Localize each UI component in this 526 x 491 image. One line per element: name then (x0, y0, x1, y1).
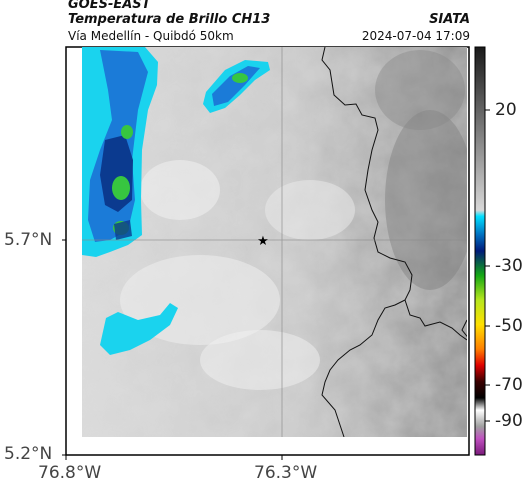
colorbar-tick-label: -70 (495, 375, 523, 395)
map-panel: ★ (62, 46, 470, 460)
star-icon: ★ (257, 234, 269, 249)
cold-cloud-region (82, 47, 158, 257)
lon-tick-label: 76.3°W (254, 463, 318, 483)
colorbar-tick-label: -50 (495, 316, 523, 336)
satellite-title: GOES-EAST (68, 0, 151, 12)
route-subtitle: Vía Medellín - Quibdó 50km (68, 29, 234, 43)
timestamp-label: 2024-07-04 17:09 (361, 29, 470, 43)
colorbar-tick-label: 20 (495, 100, 517, 120)
cold-cloud-region-south (100, 303, 178, 355)
lat-tick-label: 5.7°N (4, 230, 53, 250)
colorbar (474, 46, 490, 456)
product-title: Temperatura de Brillo CH13 (68, 12, 271, 27)
organization-label: SIATA (429, 12, 470, 27)
cold-cloud-region-north (203, 60, 270, 113)
border-lines (321, 47, 467, 437)
colorbar-tick-label: -30 (495, 256, 523, 276)
lon-tick-label: 76.8°W (38, 463, 102, 483)
lat-tick-label: 5.2°N (4, 444, 53, 464)
graticule (82, 47, 467, 437)
colorbar-tick-label: -90 (495, 411, 523, 431)
